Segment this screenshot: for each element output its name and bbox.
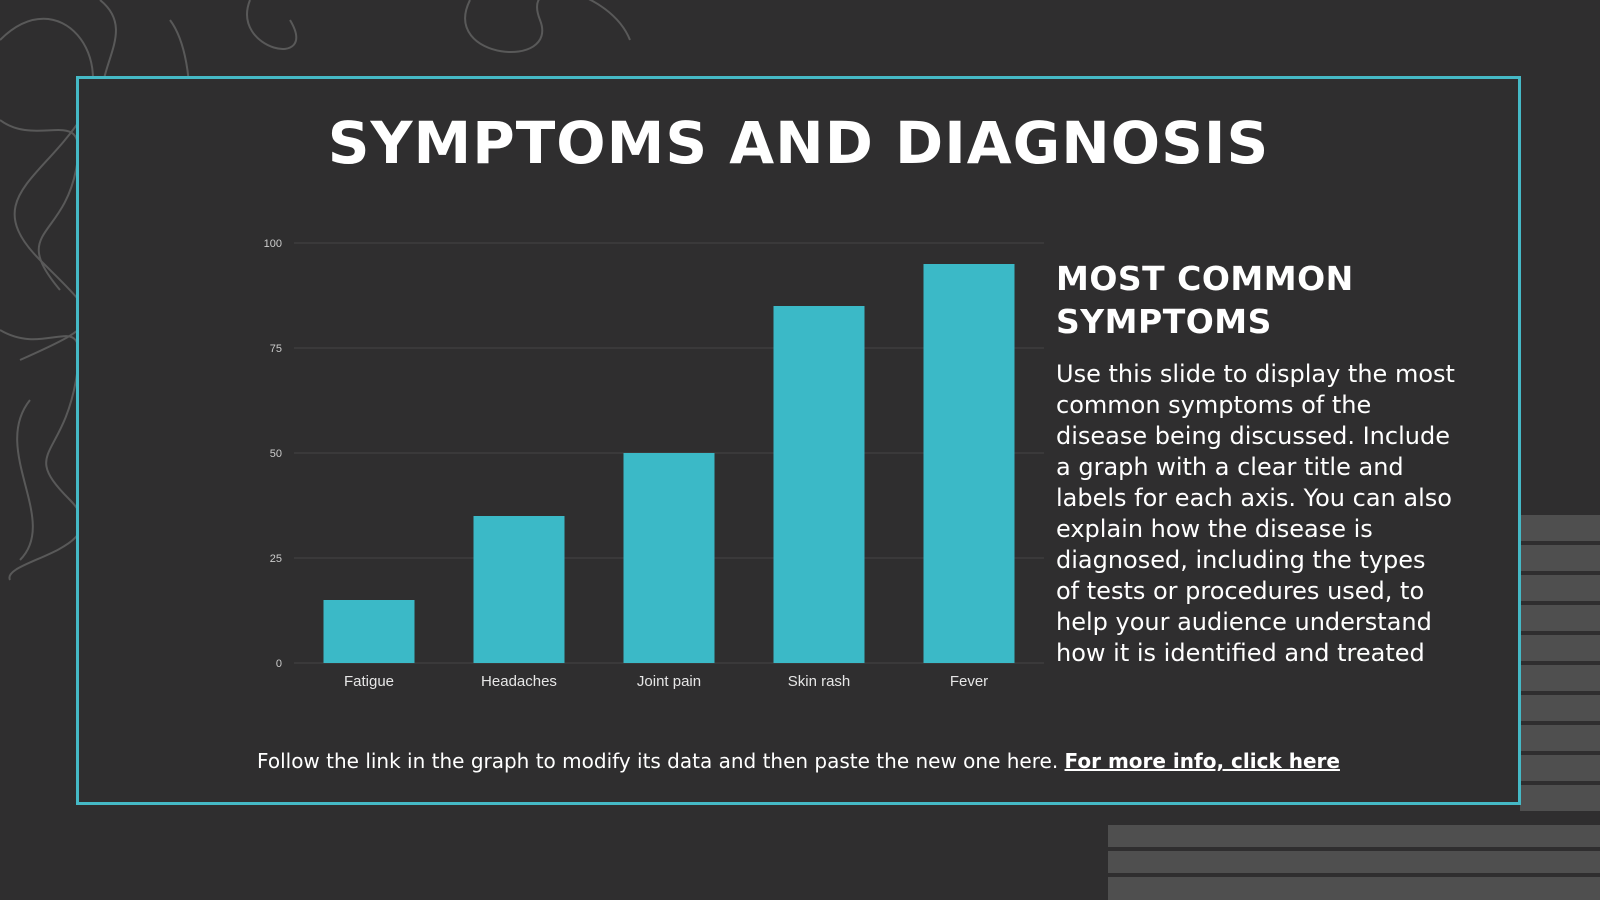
- stripe-decoration: [1108, 515, 1600, 900]
- x-tick-label: Headaches: [481, 673, 557, 690]
- y-tick-label: 25: [270, 553, 282, 565]
- bar-joint-pain: [623, 453, 715, 663]
- bar-headaches: [473, 516, 565, 663]
- bar-skin-rash: [773, 306, 865, 663]
- footer: Follow the link in the graph to modify i…: [79, 749, 1518, 773]
- symptoms-bar-chart[interactable]: 0 25 50 75 100 Fatigue Headaches Joint pain Skin…: [179, 229, 1059, 789]
- y-tick-label: 0: [276, 658, 282, 670]
- side-heading: MOST COMMON SYMPTOMS: [1056, 259, 1354, 341]
- slide-frame: SYMPTOMS AND DIAGNOSIS 0 25 50 75 100 Fatigue…: [76, 76, 1521, 805]
- bar-fever: [923, 264, 1015, 663]
- x-tick-label: Skin rash: [788, 673, 851, 690]
- footer-text: Follow the link in the graph to modify i…: [257, 749, 1059, 773]
- y-tick-label: 75: [270, 343, 282, 355]
- x-tick-label: Fever: [950, 673, 988, 690]
- slide-title: SYMPTOMS AND DIAGNOSIS: [327, 109, 1270, 177]
- more-info-link[interactable]: For more info, click here: [1064, 749, 1340, 773]
- bar-fatigue: [323, 600, 415, 663]
- x-tick-label: Joint pain: [637, 673, 701, 690]
- side-body-text: Use this slide to display the most commo…: [1056, 360, 1455, 667]
- y-tick-label: 50: [270, 448, 282, 460]
- x-tick-label: Fatigue: [344, 673, 394, 690]
- y-tick-label: 100: [264, 238, 282, 250]
